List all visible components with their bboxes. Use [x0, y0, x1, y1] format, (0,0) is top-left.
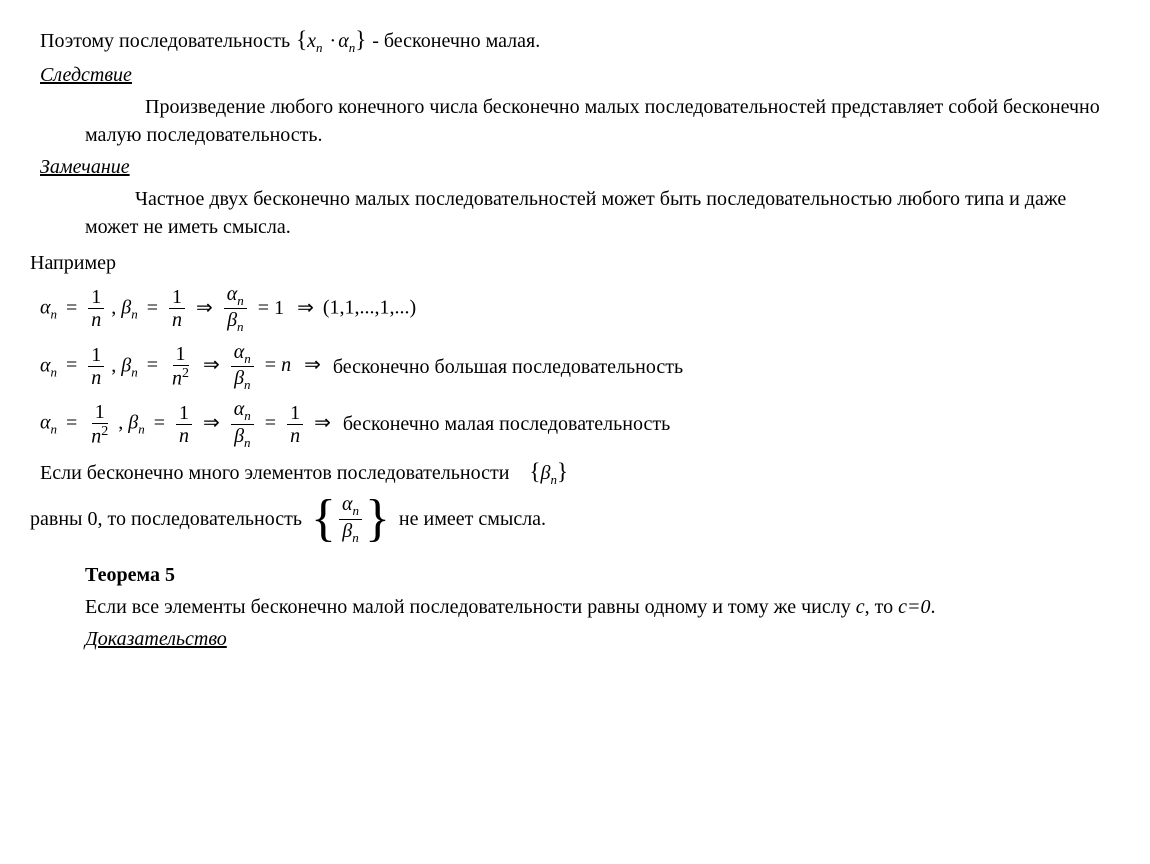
intro-line: Поэтому последовательность {xn ·αn} - бе…: [40, 24, 1120, 57]
remark-text: Частное двух бесконечно малых последоват…: [85, 185, 1120, 241]
para-beta-seq: Если бесконечно много элементов последов…: [40, 456, 1120, 489]
para-no-sense: равны 0, то последовательность { αn βn }…: [30, 493, 1120, 545]
example-line-3: αn = 1n2 , βn = 1n ⇒ αn βn = 1n ⇒ бескон…: [40, 398, 1120, 450]
corollary-heading: Следствие: [40, 61, 1120, 89]
corollary-text: Произведение любого конечного числа беск…: [85, 93, 1100, 149]
example-line-2: αn = 1n , βn = 1n2 ⇒ αn βn = n ⇒ бесконе…: [40, 341, 1120, 393]
line3-after: бесконечно малая последовательность: [343, 410, 670, 438]
example-label: Например: [30, 249, 1120, 277]
example-line-1: αn = 1n , βn = 1n ⇒ αn βn = 1 ⇒ (1,1,...…: [40, 283, 1120, 335]
proof-heading: Доказательство: [85, 625, 1120, 653]
line2-after: бесконечно большая последовательность: [333, 353, 683, 381]
theorem-heading: Теорема 5: [85, 561, 1120, 589]
intro-before: Поэтому последовательность: [40, 27, 290, 55]
intro-sequence: {xn ·αn}: [296, 24, 366, 57]
remark-heading: Замечание: [40, 153, 1120, 181]
theorem-body: Если все элементы бесконечно малой после…: [30, 593, 1120, 621]
big-fraction: { αn βn }: [310, 493, 391, 545]
intro-after: - бесконечно малая.: [372, 27, 540, 55]
